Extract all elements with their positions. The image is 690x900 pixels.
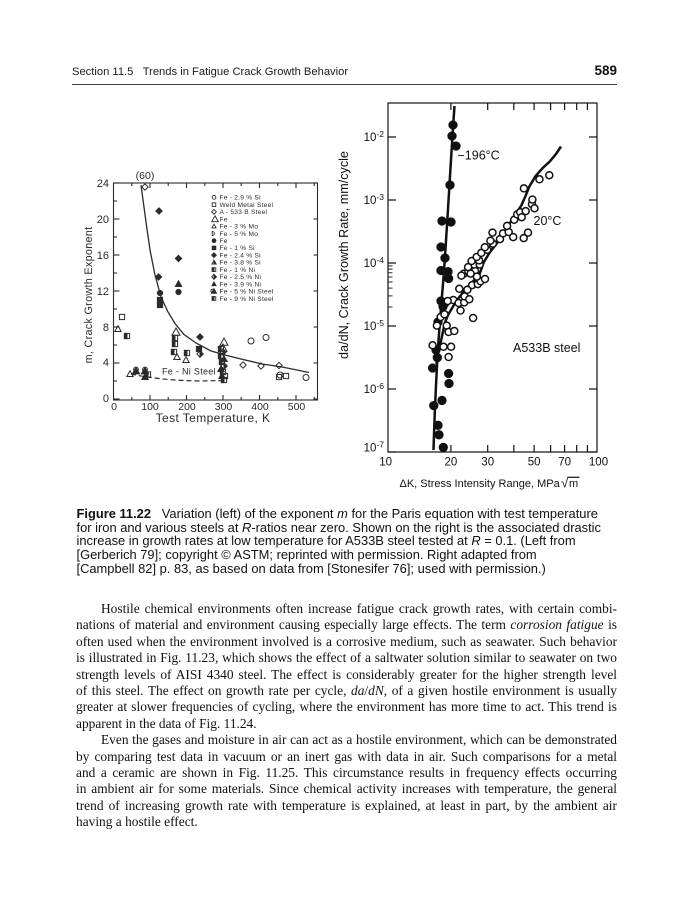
- svg-text:Fe - 3 % Mo: Fe - 3 % Mo: [220, 224, 259, 231]
- svg-text:Fe: Fe: [220, 216, 228, 223]
- svg-text:12: 12: [97, 286, 109, 298]
- svg-text:500: 500: [288, 401, 306, 413]
- svg-text:10-6: 10-6: [364, 381, 385, 396]
- svg-text:10-3: 10-3: [364, 192, 385, 207]
- svg-text:ΔK, Stress Intensity Range, MP: ΔK, Stress Intensity Range, MPa: [400, 478, 561, 490]
- svg-text:20°C: 20°C: [534, 214, 562, 228]
- svg-text:Weld Metal Steel: Weld Metal Steel: [220, 202, 274, 209]
- svg-text:Test Temperature, K: Test Temperature, K: [156, 411, 271, 425]
- svg-text:Fe - 5 % Ni Steel: Fe - 5 % Ni Steel: [220, 289, 274, 296]
- svg-text:400: 400: [251, 401, 269, 413]
- svg-text:A - 533 B Steel: A - 533 B Steel: [220, 209, 268, 216]
- svg-text:Fe - 1 % Si: Fe - 1 % Si: [220, 245, 256, 252]
- svg-text:10-5: 10-5: [364, 318, 385, 333]
- svg-text:da/dN, Crack Growth Rate, mm/c: da/dN, Crack Growth Rate, mm/cycle: [337, 151, 351, 359]
- svg-text:24: 24: [97, 178, 109, 190]
- svg-text:20: 20: [97, 214, 109, 226]
- svg-text:10-4: 10-4: [364, 255, 385, 270]
- svg-text:300: 300: [215, 401, 233, 413]
- svg-text:20: 20: [445, 457, 458, 469]
- svg-text:Fe - 3.8 % Si: Fe - 3.8 % Si: [220, 260, 262, 267]
- svg-text:100: 100: [589, 457, 608, 469]
- svg-text:Fe - 5 % Mo: Fe - 5 % Mo: [220, 231, 259, 238]
- svg-text:16: 16: [97, 250, 109, 262]
- svg-text:−196°C: −196°C: [458, 149, 500, 163]
- svg-text:50: 50: [528, 457, 541, 469]
- svg-text:Fe - 3.9 % Ni: Fe - 3.9 % Ni: [220, 281, 262, 288]
- svg-text:10-2: 10-2: [364, 129, 385, 144]
- svg-text:Fe: Fe: [220, 238, 228, 245]
- svg-text:√: √: [561, 476, 569, 491]
- svg-text:Fe - 2.5 % Ni: Fe - 2.5 % Ni: [220, 274, 262, 281]
- svg-text:10-7: 10-7: [364, 440, 385, 455]
- svg-text:Fe - 1 % Ni: Fe - 1 % Ni: [220, 267, 256, 274]
- svg-text:0: 0: [103, 393, 109, 405]
- svg-text:8: 8: [103, 322, 109, 334]
- svg-text:30: 30: [481, 457, 494, 469]
- svg-text:Fe - Ni Steel: Fe - Ni Steel: [162, 367, 216, 377]
- svg-text:m, Crack Growth Exponent: m, Crack Growth Exponent: [83, 227, 95, 364]
- svg-text:Fe - 9 % Ni Steel: Fe - 9 % Ni Steel: [220, 296, 274, 303]
- svg-text:200: 200: [178, 401, 196, 413]
- svg-text:m: m: [569, 478, 578, 490]
- svg-text:10: 10: [379, 457, 392, 469]
- svg-text:4: 4: [103, 357, 109, 369]
- svg-text:A533B steel: A533B steel: [513, 341, 580, 355]
- svg-text:(60): (60): [136, 170, 155, 182]
- svg-text:100: 100: [141, 401, 159, 413]
- svg-text:0: 0: [111, 401, 117, 413]
- svg-text:Fe - 2.9 % Si: Fe - 2.9 % Si: [220, 195, 262, 202]
- svg-text:Fe - 2.4 % Si: Fe - 2.4 % Si: [220, 252, 262, 259]
- svg-text:70: 70: [558, 457, 571, 469]
